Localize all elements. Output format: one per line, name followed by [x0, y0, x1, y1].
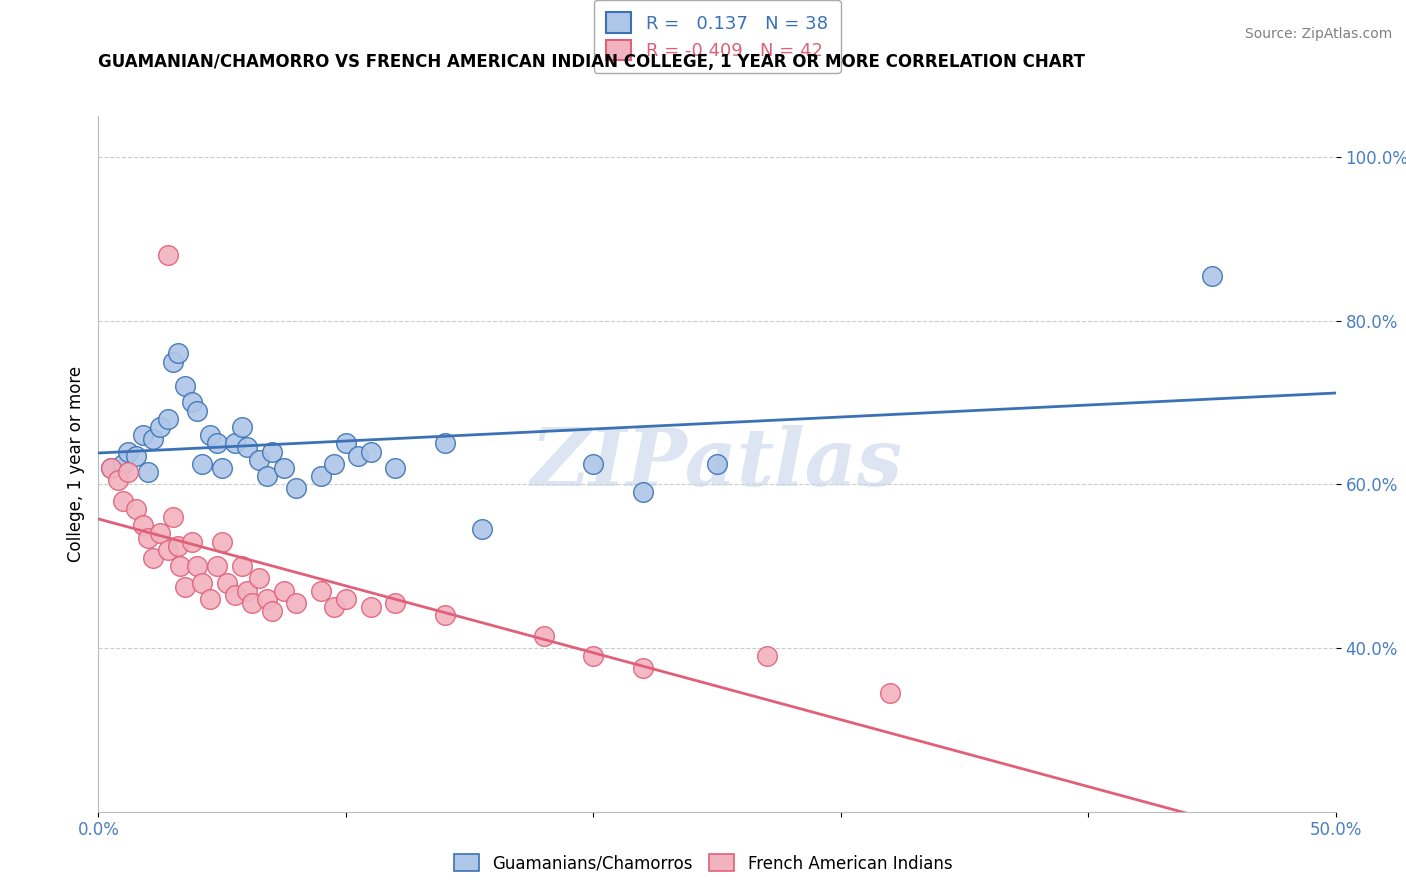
Point [142, 551, 165, 566]
Point [347, 449, 370, 463]
Point [273, 461, 295, 475]
Point [156, 412, 179, 426]
Point [224, 588, 246, 602]
Point [174, 580, 197, 594]
Point [191, 575, 214, 590]
Point [755, 649, 778, 664]
Point [224, 436, 246, 450]
Point [100, 461, 122, 475]
Point [247, 452, 270, 467]
Text: ZIPatlas: ZIPatlas [531, 425, 903, 502]
Point [112, 493, 135, 508]
Point [879, 686, 901, 700]
Point [186, 403, 208, 417]
Point [211, 534, 233, 549]
Point [256, 469, 278, 483]
Point [181, 395, 204, 409]
Point [360, 444, 382, 458]
Legend: R =   0.137   N = 38, R = -0.409   N = 42: R = 0.137 N = 38, R = -0.409 N = 42 [593, 0, 841, 73]
Point [631, 485, 654, 500]
Point [132, 428, 155, 442]
Point [322, 600, 344, 615]
Point [384, 596, 406, 610]
Point [136, 531, 159, 545]
Point [631, 661, 654, 675]
Point [285, 482, 308, 496]
Point [149, 420, 172, 434]
Point [256, 591, 278, 606]
Point [309, 469, 332, 483]
Point [231, 559, 253, 574]
Point [117, 465, 139, 479]
Point [582, 649, 605, 664]
Point [181, 534, 204, 549]
Point [142, 432, 165, 446]
Y-axis label: College, 1 year or more: College, 1 year or more [66, 366, 84, 562]
Point [211, 461, 233, 475]
Point [236, 583, 259, 598]
Point [533, 629, 555, 643]
Point [260, 444, 283, 458]
Point [309, 583, 332, 598]
Point [217, 575, 239, 590]
Point [335, 436, 357, 450]
Legend: Guamanians/Chamorros, French American Indians: Guamanians/Chamorros, French American In… [447, 847, 959, 880]
Point [322, 457, 344, 471]
Point [117, 444, 139, 458]
Point [260, 604, 283, 618]
Point [107, 473, 129, 487]
Point [174, 379, 197, 393]
Point [166, 346, 188, 360]
Point [433, 436, 456, 450]
Point [205, 436, 228, 450]
Point [156, 542, 179, 557]
Point [706, 457, 728, 471]
Point [136, 465, 159, 479]
Point [247, 571, 270, 585]
Point [198, 428, 221, 442]
Point [335, 591, 357, 606]
Point [384, 461, 406, 475]
Point [205, 559, 228, 574]
Point [132, 518, 155, 533]
Point [156, 248, 179, 262]
Text: Source: ZipAtlas.com: Source: ZipAtlas.com [1244, 27, 1392, 41]
Point [1201, 268, 1223, 283]
Point [162, 354, 184, 368]
Point [162, 510, 184, 524]
Point [285, 596, 308, 610]
Point [169, 559, 191, 574]
Point [198, 591, 221, 606]
Point [124, 501, 146, 516]
Text: GUAMANIAN/CHAMORRO VS FRENCH AMERICAN INDIAN COLLEGE, 1 YEAR OR MORE CORRELATION: GUAMANIAN/CHAMORRO VS FRENCH AMERICAN IN… [98, 54, 1085, 71]
Point [231, 420, 253, 434]
Point [240, 596, 263, 610]
Point [433, 608, 456, 623]
Point [191, 457, 214, 471]
Point [149, 526, 172, 541]
Point [360, 600, 382, 615]
Point [124, 449, 146, 463]
Point [236, 441, 259, 455]
Point [166, 539, 188, 553]
Point [112, 457, 135, 471]
Point [186, 559, 208, 574]
Point [471, 522, 494, 536]
Point [273, 583, 295, 598]
Point [582, 457, 605, 471]
Point [100, 461, 122, 475]
